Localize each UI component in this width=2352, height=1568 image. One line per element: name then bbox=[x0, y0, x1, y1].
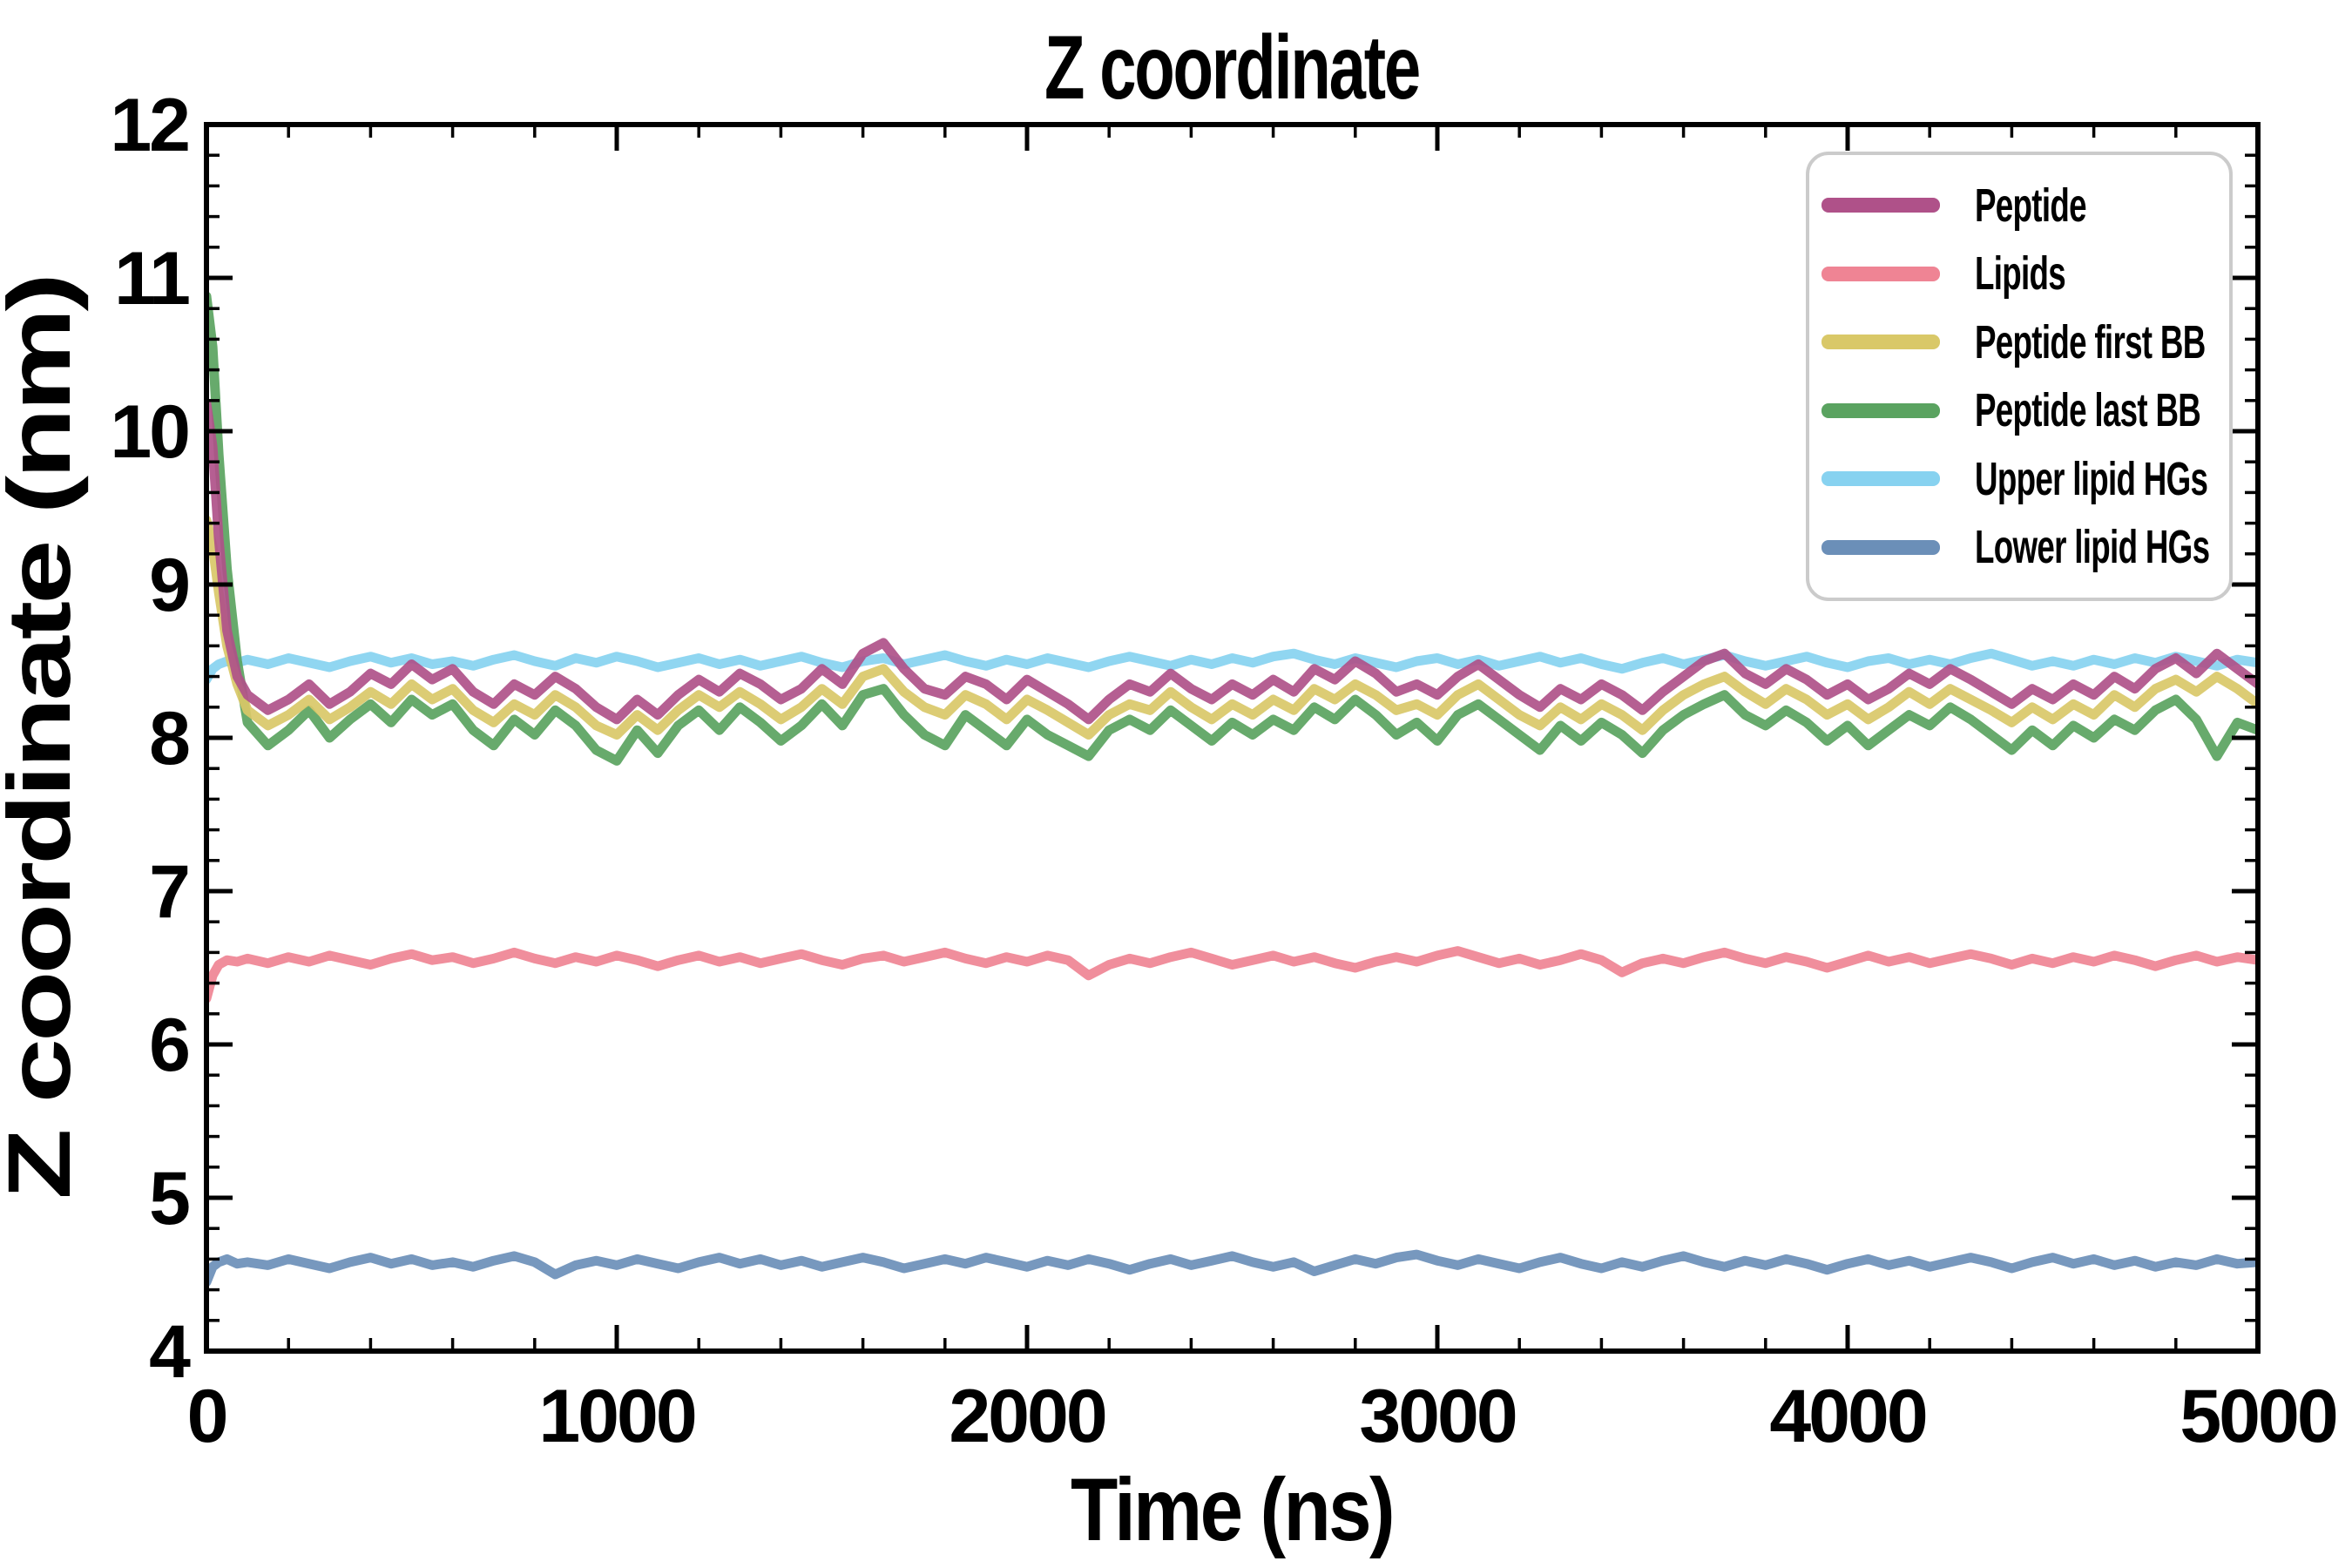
tick-label: 9 bbox=[149, 544, 188, 627]
tick-label: 6 bbox=[149, 1004, 188, 1087]
tick-label: 10 bbox=[110, 390, 188, 474]
tick-label: 5 bbox=[149, 1157, 189, 1240]
tick-label: 7 bbox=[149, 850, 188, 934]
tick-label: 4 bbox=[149, 1310, 191, 1394]
series-line-lipids bbox=[206, 946, 2258, 1004]
legend-label: Peptide bbox=[1975, 179, 2087, 232]
axis-tick-labels: 0 1000 2000 3000 4000 5000 4 5 6 7 8 9 10 11 12 bbox=[110, 84, 2338, 1458]
peptide-line-swatch bbox=[1821, 198, 1940, 213]
tick-label: 4000 bbox=[1769, 1375, 1925, 1458]
x-axis-title: Time (ns) bbox=[1071, 1460, 1393, 1559]
legend-label: Peptide first BB bbox=[1975, 315, 2206, 368]
tick-label: 2000 bbox=[949, 1375, 1105, 1458]
tick-label: 1000 bbox=[538, 1375, 694, 1458]
peptide-first-bb-line-swatch bbox=[1821, 335, 1940, 350]
lower-lipid-hgs-line-swatch bbox=[1821, 539, 1940, 555]
tick-label: 8 bbox=[149, 697, 189, 781]
series-line-peptide-first-bb bbox=[206, 515, 2258, 740]
peptide-last-bb-line-swatch bbox=[1821, 402, 1940, 418]
upper-lipid-hgs-line-swatch bbox=[1821, 471, 1940, 487]
legend-item-peptide: Peptide bbox=[1809, 175, 2229, 236]
tick-label: 3000 bbox=[1359, 1375, 1515, 1458]
legend-item-peptide-first-bb: Peptide first BB bbox=[1809, 312, 2229, 373]
series-line-peptide-last-bb bbox=[206, 291, 2258, 766]
legend-item-lipids: Lipids bbox=[1809, 243, 2229, 304]
legend-label: Lower lipid HGs bbox=[1975, 521, 2210, 574]
tick-label: 12 bbox=[110, 84, 188, 167]
series-line-upper-lipid-hgs bbox=[206, 648, 2258, 685]
series-line-lower-lipid-hgs bbox=[206, 1249, 2258, 1288]
series-lines bbox=[206, 291, 2258, 1288]
chart-title: Z coordinate bbox=[1044, 17, 1419, 118]
legend-label: Upper lipid HGs bbox=[1975, 452, 2208, 505]
series-line-peptide bbox=[206, 398, 2258, 725]
tick-label: 0 bbox=[187, 1375, 226, 1458]
legend-label: Lipids bbox=[1975, 247, 2066, 301]
plot-frame bbox=[204, 122, 2261, 1354]
legend-item-upper-lipid-hgs: Upper lipid HGs bbox=[1809, 449, 2229, 510]
legend-label: Peptide last BB bbox=[1975, 384, 2201, 437]
legend-item-peptide-last-bb: Peptide last BB bbox=[1809, 380, 2229, 441]
y-axis-title: Z coordinate (nm) bbox=[0, 276, 89, 1200]
lipids-line-swatch bbox=[1821, 266, 1940, 281]
tick-label: 5000 bbox=[2180, 1375, 2335, 1458]
tick-label: 11 bbox=[114, 237, 189, 321]
legend: Peptide Lipids Peptide first BB Peptide … bbox=[1806, 152, 2233, 601]
legend-item-lower-lipid-hgs: Lower lipid HGs bbox=[1809, 517, 2229, 578]
